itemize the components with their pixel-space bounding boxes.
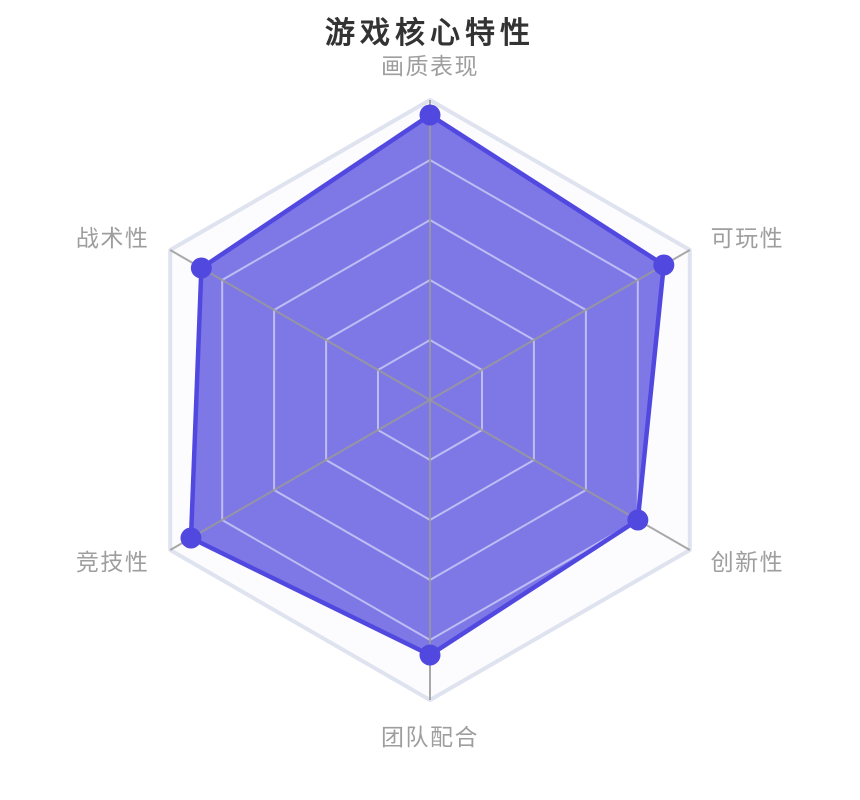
- data-point[interactable]: [190, 257, 212, 279]
- axis-label: 创新性: [711, 549, 785, 575]
- series-area-fill: [191, 115, 664, 655]
- axis-label: 可玩性: [711, 225, 785, 251]
- data-point[interactable]: [419, 644, 441, 666]
- data-point[interactable]: [419, 104, 441, 126]
- data-point[interactable]: [653, 254, 675, 276]
- axis-spoke: [169, 249, 431, 401]
- axis-label: 竞技性: [76, 549, 150, 575]
- axis-label: 战术性: [76, 225, 150, 251]
- axis-spoke: [169, 399, 431, 551]
- axis-label: 团队配合: [381, 724, 479, 750]
- axis-spoke: [429, 249, 691, 401]
- data-point[interactable]: [627, 509, 649, 531]
- axis-label: 画质表现: [381, 53, 479, 79]
- data-point[interactable]: [180, 527, 202, 549]
